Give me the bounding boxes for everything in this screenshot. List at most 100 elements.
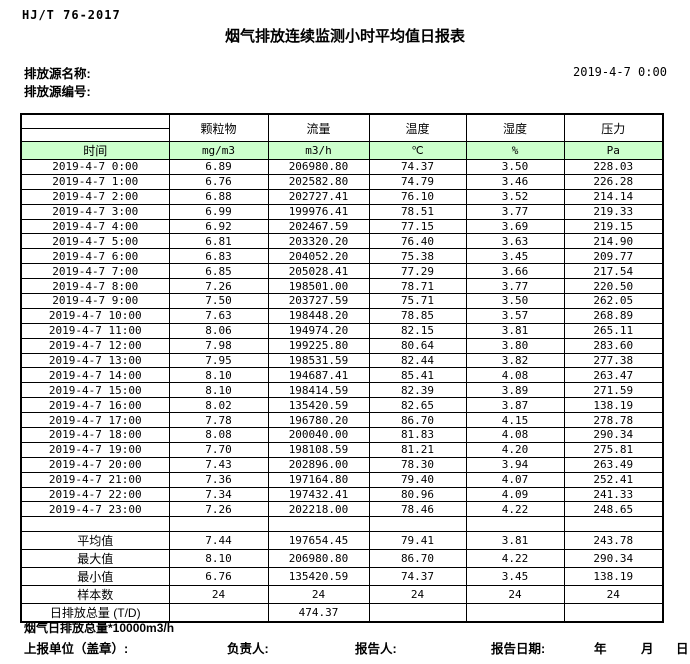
- value-cell: 8.02: [168, 397, 269, 414]
- spacer-cell: [563, 516, 664, 533]
- summary-label: 最小值: [20, 567, 170, 587]
- value-cell: 3.87: [465, 397, 565, 414]
- corner-cell-bottom: [20, 127, 170, 142]
- report-title: 烟气排放连续监测小时平均值日报表: [224, 28, 465, 45]
- table-row: 2019-4-7 6:00 6.83 204052.20 75.38 3.45 209.7…: [20, 248, 664, 265]
- value-cell: 263.49: [563, 456, 664, 473]
- value-cell: 268.89: [563, 307, 664, 324]
- summary-value-cell: 4.22: [465, 549, 565, 569]
- value-cell: 78.51: [368, 203, 467, 220]
- value-cell: 214.90: [563, 233, 664, 250]
- value-cell: 3.80: [465, 337, 565, 354]
- corner-cell-top: [20, 113, 170, 129]
- value-cell: 7.36: [168, 471, 269, 488]
- value-cell: 198414.59: [267, 382, 370, 399]
- value-cell: 77.29: [368, 263, 467, 280]
- value-cell: 135420.59: [267, 397, 370, 414]
- value-cell: 205028.41: [267, 263, 370, 280]
- unit-pressure: Pa: [563, 141, 664, 160]
- value-cell: 275.81: [563, 441, 664, 458]
- table-row: 2019-4-7 23:00 7.26 202218.00 78.46 4.22 248.…: [20, 501, 664, 518]
- time-cell: 2019-4-7 5:00: [20, 233, 170, 250]
- value-cell: 6.83: [168, 248, 269, 265]
- value-cell: 76.10: [368, 188, 467, 205]
- summary-value-cell: 74.37: [368, 567, 467, 587]
- spacer-cell: [465, 516, 565, 533]
- time-cell: 2019-4-7 16:00: [20, 397, 170, 414]
- value-cell: 241.33: [563, 486, 664, 503]
- time-cell: 2019-4-7 22:00: [20, 486, 170, 503]
- reporting-unit-label: 上报单位（盖章）:: [24, 642, 129, 656]
- value-cell: 3.89: [465, 382, 565, 399]
- value-cell: 78.71: [368, 278, 467, 295]
- table-row: 2019-4-7 5:00 6.81 203320.20 76.40 3.63 214.9…: [20, 233, 664, 250]
- table-row: 2019-4-7 8:00 7.26 198501.00 78.71 3.77 220.5…: [20, 278, 664, 295]
- value-cell: 4.09: [465, 486, 565, 503]
- summary-value-cell: 24: [563, 585, 664, 605]
- time-cell: 2019-4-7 23:00: [20, 501, 170, 518]
- hourly-average-table: 颗粒物 流量 温度 湿度 压力 时间 mg/m3 m3/h ℃ % Pa 201…: [20, 113, 664, 624]
- summary-value-cell: 135420.59: [267, 567, 370, 587]
- summary-value-cell: 24: [368, 585, 467, 605]
- value-cell: 138.19: [563, 397, 664, 414]
- value-cell: 219.15: [563, 218, 664, 235]
- summary-value-cell: 7.44: [168, 531, 269, 551]
- value-cell: 7.63: [168, 307, 269, 324]
- value-cell: 82.15: [368, 322, 467, 339]
- summary-value-cell: 79.41: [368, 531, 467, 551]
- table-row: 2019-4-7 19:00 7.70 198108.59 81.21 4.20 275.…: [20, 441, 664, 458]
- value-cell: 209.77: [563, 248, 664, 265]
- value-cell: 6.88: [168, 188, 269, 205]
- value-cell: 8.06: [168, 322, 269, 339]
- reporter-label: 报告人:: [355, 642, 397, 656]
- time-cell: 2019-4-7 3:00: [20, 203, 170, 220]
- spacer-cell: [368, 516, 467, 533]
- summary-value-cell: 474.37: [267, 603, 370, 623]
- time-cell: 2019-4-7 4:00: [20, 218, 170, 235]
- value-cell: 7.50: [168, 293, 269, 309]
- value-cell: 228.03: [563, 159, 664, 175]
- value-cell: 226.28: [563, 173, 664, 190]
- value-cell: 7.98: [168, 337, 269, 354]
- spacer-cell: [20, 516, 170, 533]
- value-cell: 76.40: [368, 233, 467, 250]
- value-cell: 82.39: [368, 382, 467, 399]
- summary-value-cell: 24: [267, 585, 370, 605]
- time-cell: 2019-4-7 2:00: [20, 188, 170, 205]
- summary-row: 日排放总量 (T/D) 474.37: [20, 603, 664, 623]
- source-name-label: 排放源名称:: [24, 67, 91, 81]
- time-cell: 2019-4-7 8:00: [20, 278, 170, 295]
- value-cell: 85.41: [368, 367, 467, 384]
- time-cell: 2019-4-7 11:00: [20, 322, 170, 339]
- value-cell: 80.96: [368, 486, 467, 503]
- summary-value-cell: 138.19: [563, 567, 664, 587]
- table-row: 2019-4-7 9:00 7.50 203727.59 75.71 3.50 262.0…: [20, 293, 664, 309]
- value-cell: 206980.80: [267, 159, 370, 175]
- value-cell: 4.08: [465, 367, 565, 384]
- value-cell: 3.82: [465, 352, 565, 369]
- time-cell: 2019-4-7 9:00: [20, 293, 170, 309]
- unit-humidity: %: [465, 141, 565, 160]
- value-cell: 79.40: [368, 471, 467, 488]
- value-cell: 7.43: [168, 456, 269, 473]
- value-cell: 8.10: [168, 382, 269, 399]
- value-cell: 3.77: [465, 278, 565, 295]
- value-cell: 3.57: [465, 307, 565, 324]
- value-cell: 248.65: [563, 501, 664, 518]
- value-cell: 7.95: [168, 352, 269, 369]
- value-cell: 3.50: [465, 293, 565, 309]
- value-cell: 197432.41: [267, 486, 370, 503]
- day-label: 日: [676, 642, 689, 656]
- table-body: 2019-4-7 0:00 6.89 206980.80 74.37 3.50 228.0…: [20, 159, 664, 623]
- summary-value-cell: 197654.45: [267, 531, 370, 551]
- time-cell: 2019-4-7 14:00: [20, 367, 170, 384]
- value-cell: 8.08: [168, 427, 269, 443]
- value-cell: 3.81: [465, 322, 565, 339]
- value-cell: 82.65: [368, 397, 467, 414]
- value-cell: 196780.20: [267, 412, 370, 429]
- value-cell: 6.81: [168, 233, 269, 250]
- time-cell: 2019-4-7 21:00: [20, 471, 170, 488]
- year-label: 年: [594, 642, 607, 656]
- header-row-top: 颗粒物 流量 温度 湿度 压力: [20, 113, 664, 142]
